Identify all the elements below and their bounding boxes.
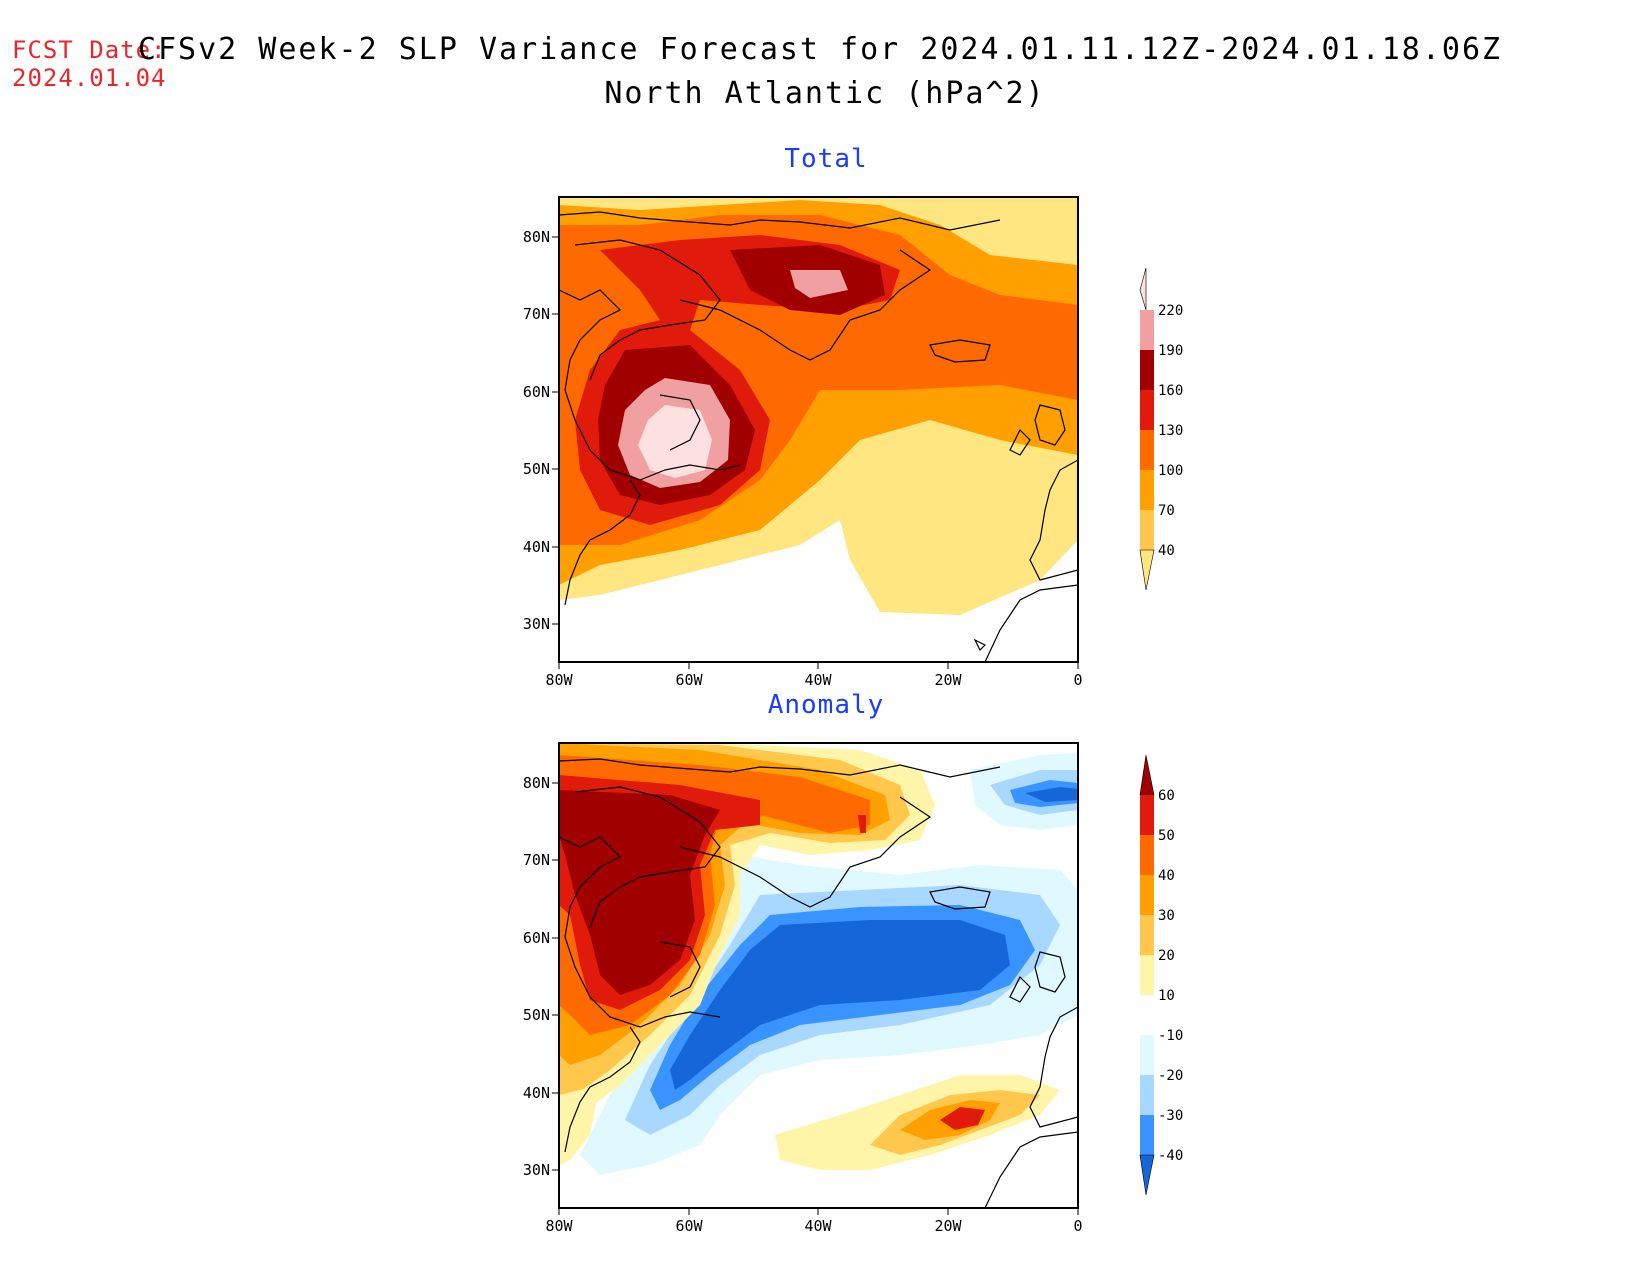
- lat-label: 60N: [523, 383, 550, 401]
- lon-label: 20W: [934, 1217, 962, 1235]
- lat-label: 50N: [523, 1006, 550, 1024]
- lat-label: 70N: [523, 851, 550, 869]
- forecast-date-value: 2024.01.04: [12, 64, 167, 92]
- colorbar-label: -30: [1158, 1108, 1183, 1124]
- anomaly-contours: [559, 743, 1078, 1208]
- colorbar-label: -40: [1158, 1148, 1183, 1164]
- lon-label: 40W: [804, 671, 832, 689]
- lon-label: 40W: [804, 1217, 832, 1235]
- lat-label: 40N: [523, 1084, 550, 1102]
- lon-label: 80W: [545, 1217, 573, 1235]
- lat-label: 80N: [523, 228, 550, 246]
- total-map: 80N 70N 60N 50N 40N 30N 80W 60W 40W 20W …: [523, 196, 1183, 689]
- lon-label: 20W: [934, 671, 962, 689]
- lat-label: 60N: [523, 929, 550, 947]
- colorbar-label: 100: [1158, 463, 1183, 479]
- lat-label: 80N: [523, 774, 550, 792]
- lon-label: 0: [1073, 671, 1082, 689]
- lat-label: 70N: [523, 305, 550, 323]
- lat-label: 40N: [523, 538, 550, 556]
- colorbar-label: 220: [1158, 303, 1183, 319]
- lon-label: 80W: [545, 671, 573, 689]
- total-contours: [559, 197, 1078, 662]
- colorbar-label: 40: [1158, 543, 1175, 559]
- lon-label: 0: [1073, 1217, 1082, 1235]
- anomaly-panel-title: Anomaly: [767, 690, 885, 720]
- anomaly-lon-axis: 80W 60W 40W 20W 0: [545, 1208, 1083, 1235]
- colorbar-label: 70: [1158, 503, 1175, 519]
- lon-label: 60W: [675, 671, 703, 689]
- colorbar-label: 60: [1158, 788, 1175, 804]
- forecast-date-block: FCST Date: 2024.01.04: [12, 36, 167, 92]
- main-title: CFSv2 Week-2 SLP Variance Forecast for 2…: [137, 32, 1503, 67]
- total-colorbar: 220 190 160 130 100 70 40: [1139, 267, 1183, 591]
- lat-label: 30N: [523, 615, 550, 633]
- colorbar-label: -10: [1158, 1028, 1183, 1044]
- forecast-date-label: FCST Date:: [12, 36, 167, 64]
- colorbar-label: 10: [1158, 988, 1175, 1004]
- anomaly-lat-axis: 80N 70N 60N 50N 40N 30N: [523, 774, 559, 1179]
- anomaly-colorbar: 60 50 40 30 20 10 -10 -20 -30 -40: [1139, 754, 1183, 1196]
- colorbar-label: 160: [1158, 383, 1183, 399]
- total-panel-title: Total: [784, 144, 868, 174]
- total-lon-axis: 80W 60W 40W 20W 0: [545, 662, 1083, 689]
- colorbar-label: 130: [1158, 423, 1183, 439]
- colorbar-label: 30: [1158, 908, 1175, 924]
- colorbar-label: 50: [1158, 828, 1175, 844]
- colorbar-label: 190: [1158, 343, 1183, 359]
- colorbar-label: 20: [1158, 948, 1175, 964]
- lat-label: 50N: [523, 460, 550, 478]
- subtitle: North Atlantic (hPa^2): [604, 76, 1046, 111]
- colorbar-label: 40: [1158, 868, 1175, 884]
- anomaly-map: 80N 70N 60N 50N 40N 30N 80W 60W 40W 20W …: [523, 742, 1183, 1235]
- total-lat-axis: 80N 70N 60N 50N 40N 30N: [523, 228, 559, 633]
- colorbar-label: -20: [1158, 1068, 1183, 1084]
- lon-label: 60W: [675, 1217, 703, 1235]
- lat-label: 30N: [523, 1161, 550, 1179]
